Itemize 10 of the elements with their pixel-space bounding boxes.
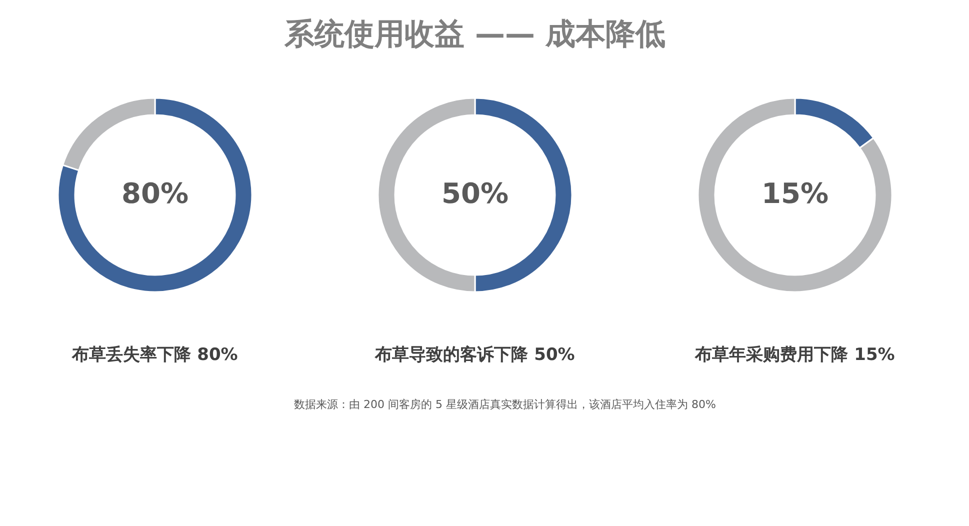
text: 布草丢失率下降 80%: [71, 345, 238, 365]
donut-slice: [697, 97, 893, 293]
text: 布草导致的客诉下降 50%: [374, 345, 575, 365]
text: 80%: [121, 177, 189, 210]
text: 15%: [761, 177, 829, 210]
donut-slice: [57, 97, 253, 293]
text: 系统使用收益 —— 成本降低: [284, 17, 666, 52]
source-note: 数据来源：由 200 间客房的 5 星级酒店真实数据计算得出，该酒店平均入住率为 80%: [294, 398, 716, 411]
text: 50%: [441, 177, 509, 210]
text: 布草年采购费用下降 15%: [694, 345, 895, 365]
